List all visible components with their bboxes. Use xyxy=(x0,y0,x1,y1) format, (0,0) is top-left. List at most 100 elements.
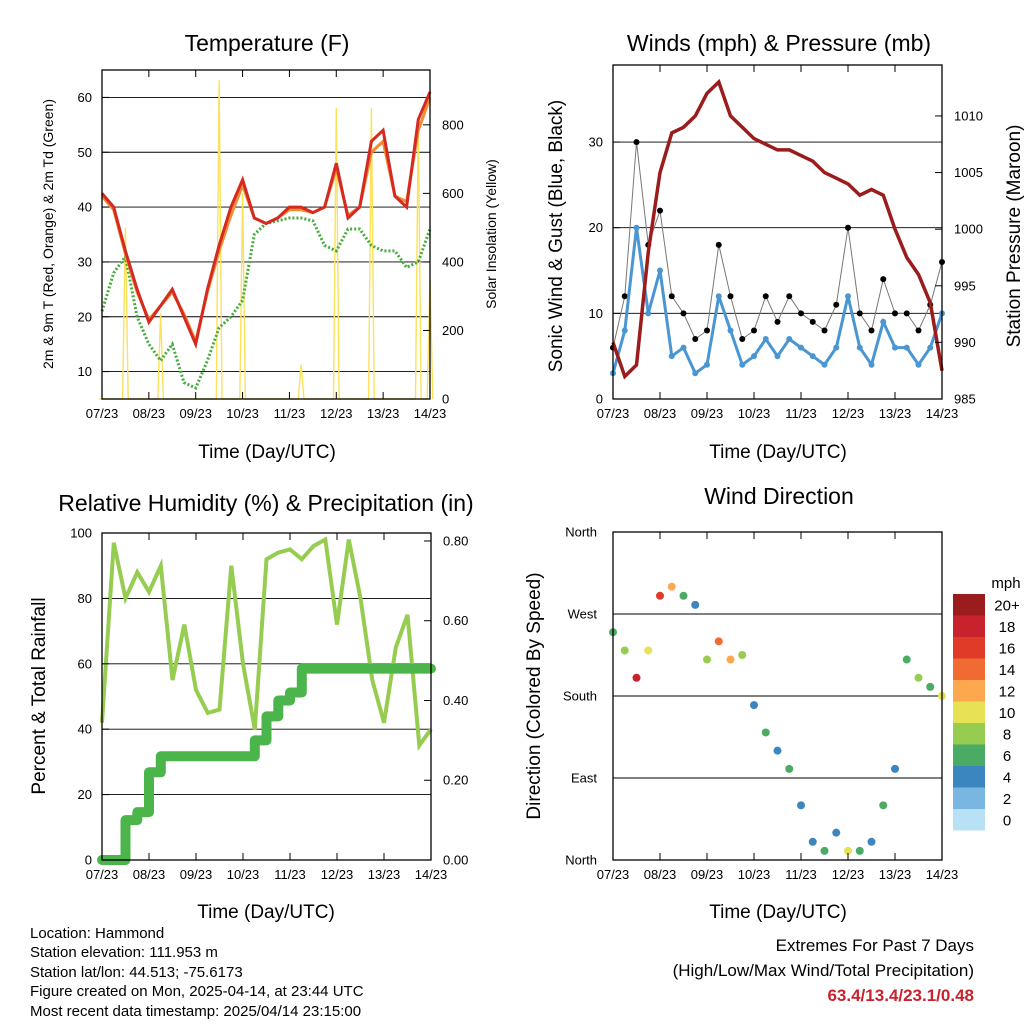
direction-ylabel: Direction (Colored By Speed) xyxy=(524,572,545,819)
humidity-plot-frame xyxy=(101,532,432,861)
p1-xtick-label: 08/23 xyxy=(133,406,166,421)
p2-xtick-label: 14/23 xyxy=(926,406,959,421)
p3-y2tick-label: 0.60 xyxy=(443,613,468,628)
gust-point xyxy=(786,293,793,300)
solar-insolation-line xyxy=(99,80,434,400)
p2-xtick-label: 07/23 xyxy=(597,406,630,421)
direction-point xyxy=(855,846,864,855)
sonic-wind-point xyxy=(727,327,734,334)
direction-point xyxy=(644,646,653,655)
colorbar-swatch xyxy=(953,701,985,723)
colorbar-title: mph xyxy=(991,575,1020,592)
colorbar-swatch xyxy=(953,744,985,766)
p1-ytick-label: 50 xyxy=(78,145,92,160)
p4-xtick-label: 14/23 xyxy=(926,867,959,882)
winds-ylabel-right: Station Pressure (Maroon) xyxy=(1004,125,1024,348)
p4-xtick-label: 13/23 xyxy=(879,867,912,882)
p4-xtick-label: 10/23 xyxy=(738,867,771,882)
p2-y2tick-label: 1005 xyxy=(954,165,983,180)
station-location: Location: Hammond xyxy=(30,925,165,942)
p3-ytick-label: 40 xyxy=(78,722,92,737)
temperature-title: Temperature (F) xyxy=(185,30,350,56)
direction-point xyxy=(926,682,935,691)
temperature-plot-frame xyxy=(101,69,431,400)
p2-ytick-label: 30 xyxy=(589,135,603,150)
temperature-ylabel-right: Solar Insolation (Yellow) xyxy=(483,159,499,309)
gust-point xyxy=(903,310,910,317)
direction-point xyxy=(691,600,700,609)
sonic-wind-point xyxy=(892,344,898,351)
speed-colorbar: mph 20+ 18 16 14 12 10 8 6 4 2 0 xyxy=(953,575,1021,831)
p3-y2tick-label: 0.20 xyxy=(443,773,468,788)
sonic-wind-point xyxy=(715,293,722,300)
temperature-ylabel-left: 2m & 9m T (Red, Orange) & 2m Td (Green) xyxy=(40,99,56,369)
sonic-wind-point xyxy=(856,344,863,351)
direction-point xyxy=(750,701,758,710)
p1-ytick-label: 40 xyxy=(78,200,92,215)
p2-xtick-label: 10/23 xyxy=(738,406,771,421)
gust-point xyxy=(751,327,757,334)
sonic-wind-point xyxy=(633,224,640,231)
p3-ytick-label: 60 xyxy=(78,656,92,671)
p4-ytick-label: West xyxy=(568,607,598,622)
p1-xtick-label: 07/23 xyxy=(86,406,119,421)
p1-ytick-label: 60 xyxy=(78,90,92,105)
station-elevation: Station elevation: 111.953 m xyxy=(30,944,218,962)
recent-timestamp: Most recent data timestamp: 2025/04/14 2… xyxy=(30,1002,362,1020)
direction-xlabel: Time (Day/UTC) xyxy=(709,902,847,923)
humidity-line xyxy=(100,536,433,752)
sonic-wind-point xyxy=(774,353,781,360)
gust-point xyxy=(868,327,875,334)
direction-point xyxy=(797,801,805,810)
p1-xtick-label: 11/23 xyxy=(274,406,306,421)
sonic-wind-point xyxy=(621,327,628,334)
gust-point xyxy=(704,327,710,334)
winds-panel: Winds (mph) & Pressure (mb) 0 10 20 30 985 99… xyxy=(546,30,1024,463)
sonic-wind-point xyxy=(645,310,652,317)
station-latlon: Station lat/lon: 44.513; -75.6173 xyxy=(30,963,243,981)
colorbar-swatch xyxy=(953,787,985,809)
direction-title: Wind Direction xyxy=(704,483,854,509)
p2-y2tick-label: 995 xyxy=(954,278,976,293)
direction-point xyxy=(761,728,770,737)
colorbar-label: 0 xyxy=(1003,812,1011,829)
humidity-title: Relative Humidity (%) & Precipitation (i… xyxy=(58,490,473,516)
winds-plot-frame xyxy=(612,64,943,400)
colorbar-swatch xyxy=(953,809,985,831)
gust-point xyxy=(692,336,699,343)
colorbar-swatch xyxy=(953,658,985,680)
p2-xtick-label: 09/23 xyxy=(691,406,724,421)
gust-point xyxy=(680,310,687,317)
direction-panel: Wind Direction NorthEastSouthWestNorth07… xyxy=(524,483,1021,923)
p3-xtick-label: 09/23 xyxy=(180,867,213,882)
p1-xtick-label: 10/23 xyxy=(226,406,259,421)
direction-point xyxy=(714,637,723,646)
direction-point xyxy=(679,591,688,600)
gust-point xyxy=(739,336,746,343)
winds-title: Winds (mph) & Pressure (mb) xyxy=(627,30,931,56)
colorbar-label: 2 xyxy=(1003,791,1011,808)
p2-xtick-label: 08/23 xyxy=(644,406,677,421)
sonic-wind-point xyxy=(680,344,687,351)
colorbar-swatch xyxy=(953,594,985,616)
precip-line xyxy=(97,663,436,865)
colorbar-swatch xyxy=(953,615,985,637)
direction-point xyxy=(667,582,676,591)
p3-ytick-label: 80 xyxy=(78,591,92,606)
temperature-xlabel: Time (Day/UTC) xyxy=(198,442,336,463)
direction-point xyxy=(620,646,629,655)
sonic-wind-point xyxy=(809,353,816,360)
p2-ytick-label: 10 xyxy=(589,306,603,321)
colorbar-label: 10 xyxy=(999,705,1016,722)
p3-y2tick-label: 0.00 xyxy=(443,853,468,868)
colorbar-label: 12 xyxy=(999,683,1016,700)
sonic-wind-point xyxy=(903,344,910,351)
direction-point xyxy=(902,655,911,664)
p3-xtick-label: 13/23 xyxy=(368,867,401,882)
sonic-wind-point xyxy=(915,361,922,368)
colorbar-label: 16 xyxy=(999,640,1016,657)
direction-point xyxy=(914,673,923,682)
direction-point xyxy=(891,764,899,773)
p1-ytick-label: 10 xyxy=(78,364,92,379)
direction-point xyxy=(879,801,888,810)
